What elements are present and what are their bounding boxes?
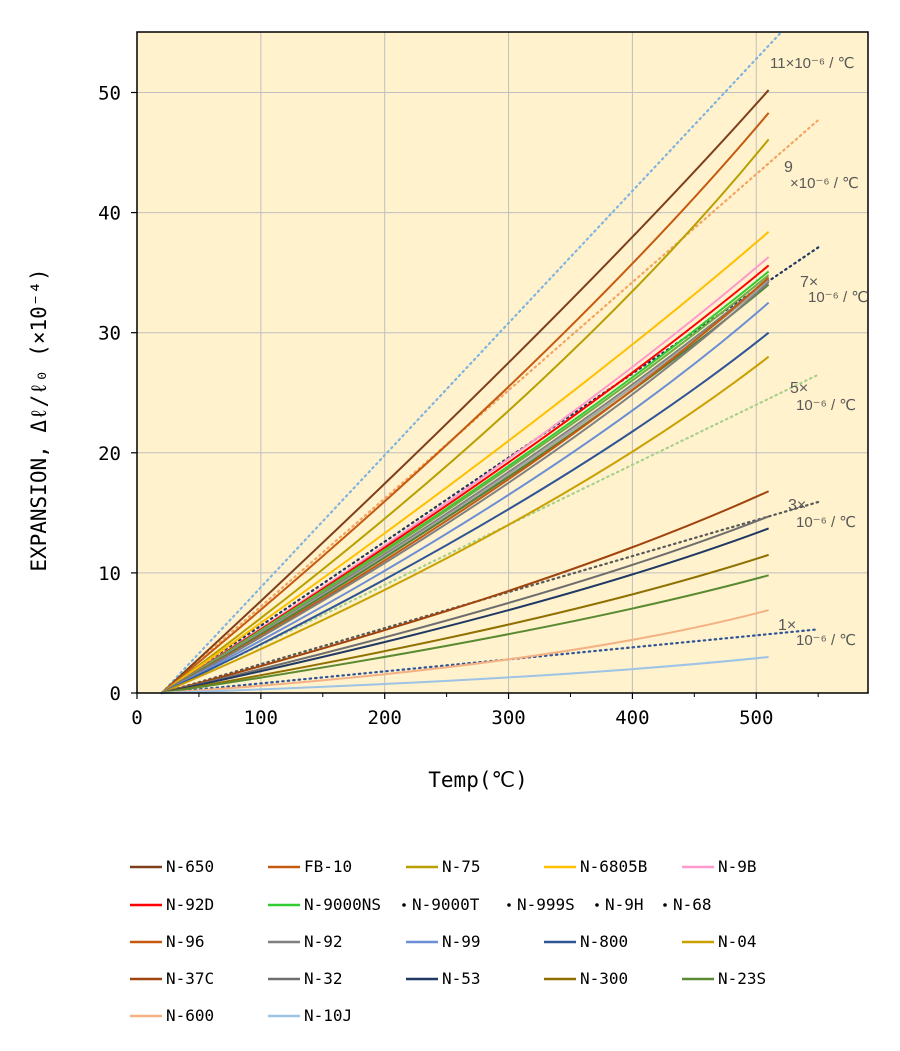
series-n-800 <box>161 331 770 694</box>
legend-label-n-6805b: N-6805B <box>580 857 647 876</box>
series-n-68 <box>161 283 770 694</box>
legend-label-n-96: N-96 <box>166 932 205 951</box>
y-tick-label: 10 <box>98 563 121 585</box>
series-fb-10 <box>161 112 770 694</box>
legend-label-n-650: N-650 <box>166 857 214 876</box>
legend-label-n-32: N-32 <box>304 969 343 988</box>
legend-label-fb-10: FB-10 <box>304 857 352 876</box>
axis-ticks: 0 100 200 300 400 500 0 10 20 30 40 50 <box>98 83 819 729</box>
series-n-37c <box>161 490 770 694</box>
y-axis-title: EXPANSION, Δℓ/ℓ₀ (×10⁻⁴) <box>27 268 51 571</box>
x-tick-label: 500 <box>739 707 773 729</box>
series-n-6805b <box>161 231 770 694</box>
legend-label-n-99: N-99 <box>442 932 481 951</box>
series-n-600 <box>161 609 769 694</box>
y-tick-label: 50 <box>98 83 121 105</box>
legend-label-n-800: N-800 <box>580 932 628 951</box>
series-n-75 <box>161 138 770 694</box>
legend-label-n-92: N-92 <box>304 932 343 951</box>
legend-label-n-23s: N-23S <box>718 969 766 988</box>
x-tick-label: 0 <box>131 707 142 729</box>
legend-label-n-04: N-04 <box>718 932 757 951</box>
series-n-04 <box>161 355 770 694</box>
series-n-99 <box>161 301 770 694</box>
x-tick-label: 300 <box>491 707 525 729</box>
legend-label-n-600: N-600 <box>166 1006 214 1025</box>
reference-label-3: 7× 10⁻⁶ / ℃ <box>800 274 868 306</box>
legend-swatch-n-9000t <box>402 903 406 907</box>
legend: N-650 FB-10 N-75 N-6805B N-9B N-92D N-9000NS N-… <box>130 857 766 1025</box>
series-n-32 <box>161 515 769 694</box>
x-tick-label: 200 <box>368 707 402 729</box>
plot-area <box>137 32 868 693</box>
data-series <box>161 89 770 694</box>
reference-line-2 <box>160 119 820 695</box>
reference-label-6: 1×10⁻⁶ / ℃ <box>778 617 856 649</box>
reference-line-1 <box>160 31 783 695</box>
y-tick-label: 30 <box>98 323 121 345</box>
legend-label-n-10j: N-10J <box>304 1006 352 1025</box>
series-n-9000t <box>161 274 770 694</box>
series-n-92 <box>161 281 770 694</box>
y-tick-label: 20 <box>98 443 121 465</box>
series-n-53 <box>161 527 769 694</box>
x-tick-label: 400 <box>615 707 649 729</box>
legend-label-n-9b: N-9B <box>718 857 757 876</box>
legend-label-n-9000ns: N-9000NS <box>304 895 381 914</box>
series-n-23s <box>161 574 769 694</box>
reference-labels: 11×10⁻⁶ / ℃ 9 ×10⁻⁶ / ℃ 7× 10⁻⁶ / ℃ 5× 10⁻⁶ / … <box>770 55 868 649</box>
legend-label-n-53: N-53 <box>442 969 481 988</box>
legend-label-n-999s: N-999S <box>517 895 575 914</box>
reference-label-2: 9 ×10⁻⁶ / ℃ <box>784 159 859 192</box>
legend-swatch-n-999s <box>507 903 511 907</box>
legend-swatch-n-68 <box>663 903 667 907</box>
legend-swatch-n-9h <box>595 903 599 907</box>
plot-frame <box>136 31 869 694</box>
legend-label-n-92d: N-92D <box>166 895 214 914</box>
x-tick-label: 100 <box>244 707 278 729</box>
legend-label-n-68: N-68 <box>673 895 712 914</box>
reference-label-1: 11×10⁻⁶ / ℃ <box>770 55 854 72</box>
x-axis-title: Temp(℃) <box>428 768 527 792</box>
reference-label-4: 5× 10⁻⁶ / ℃ <box>790 380 856 414</box>
series-n-10j <box>161 655 769 694</box>
legend-label-n-9h: N-9H <box>605 895 644 914</box>
legend-label-n-37c: N-37C <box>166 969 214 988</box>
legend-label-n-9000t: N-9000T <box>412 895 480 914</box>
legend-label-n-300: N-300 <box>580 969 628 988</box>
reference-label-5: 3× 10⁻⁶ / ℃ <box>788 497 856 531</box>
series-n-300 <box>161 553 769 694</box>
legend-label-n-75: N-75 <box>442 857 481 876</box>
y-tick-label: 0 <box>110 683 121 705</box>
y-tick-label: 40 <box>98 203 121 225</box>
series-n-96 <box>161 276 770 694</box>
series-n-650 <box>161 89 770 694</box>
